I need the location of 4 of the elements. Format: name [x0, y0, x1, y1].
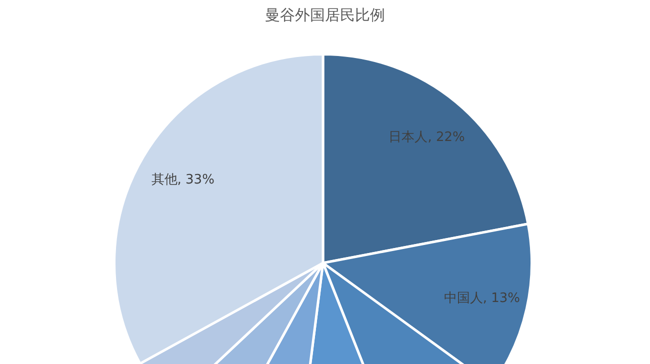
slice-label: 其他, 33%	[151, 172, 214, 188]
slice-label: 日本人, 22%	[388, 130, 465, 145]
slice-label: 中国人, 13%	[444, 290, 520, 306]
chart-title: 曼谷外国居民比例	[264, 6, 386, 25]
